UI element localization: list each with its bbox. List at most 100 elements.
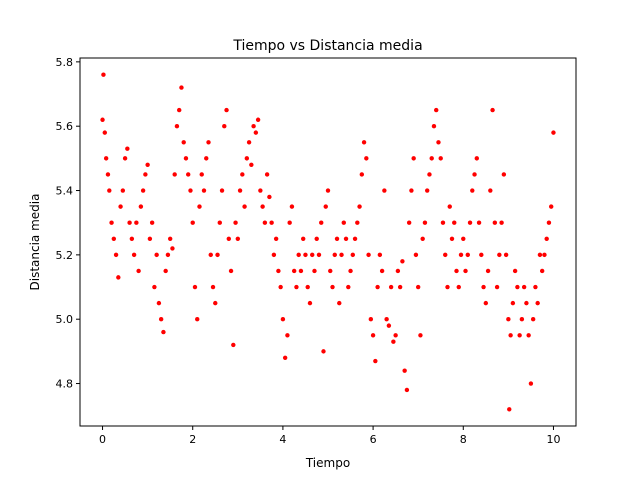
point — [388, 284, 394, 290]
point — [224, 107, 229, 113]
point — [411, 156, 416, 161]
x-tick-label: 10 — [546, 433, 560, 446]
point — [183, 156, 189, 161]
point — [379, 268, 385, 274]
point — [337, 300, 342, 306]
point — [276, 268, 281, 274]
point — [521, 284, 527, 290]
point — [429, 156, 434, 161]
point — [370, 333, 376, 338]
point — [170, 246, 175, 251]
x-axis-label: Tiempo — [305, 456, 350, 470]
point — [147, 236, 153, 241]
point — [341, 220, 346, 225]
point — [391, 339, 396, 344]
point — [222, 123, 227, 129]
point — [285, 333, 290, 338]
point — [452, 220, 457, 225]
point — [425, 188, 430, 193]
point — [445, 284, 450, 290]
y-axis-label: Distancia media — [28, 194, 42, 291]
point — [544, 236, 549, 241]
x-tick-label: 0 — [99, 433, 106, 446]
point — [330, 284, 335, 290]
point — [116, 275, 121, 280]
point — [208, 252, 213, 258]
point — [499, 220, 504, 225]
point — [264, 172, 270, 177]
point — [122, 156, 128, 161]
point — [512, 268, 518, 274]
point — [422, 220, 428, 225]
point — [237, 188, 243, 193]
point — [294, 284, 299, 290]
point — [492, 220, 498, 225]
point — [415, 284, 421, 290]
point — [418, 333, 423, 338]
point — [314, 236, 319, 241]
point — [215, 252, 220, 258]
point — [533, 284, 538, 290]
point — [332, 252, 337, 258]
point — [323, 204, 328, 209]
point — [186, 172, 191, 177]
point — [273, 236, 279, 241]
point — [140, 188, 146, 193]
point — [179, 85, 184, 90]
point — [420, 236, 425, 241]
point — [535, 300, 540, 306]
point — [100, 117, 105, 122]
point — [316, 252, 322, 258]
point — [402, 368, 407, 373]
point — [103, 156, 109, 161]
y-tick-label: 5.2 — [56, 249, 74, 262]
point — [167, 236, 173, 241]
y-tick-label: 5.8 — [56, 56, 74, 69]
point — [240, 172, 245, 177]
point — [210, 284, 216, 290]
point — [319, 220, 324, 225]
point — [197, 204, 202, 209]
point — [348, 268, 353, 274]
point — [301, 236, 306, 241]
point — [440, 220, 446, 225]
point — [312, 268, 317, 274]
point — [228, 268, 234, 274]
x-tick-label: 8 — [460, 433, 467, 446]
point — [447, 204, 452, 209]
point — [386, 323, 392, 328]
point — [291, 268, 297, 274]
point — [454, 268, 459, 274]
y-tick-label: 5.0 — [56, 313, 74, 326]
point — [483, 300, 489, 306]
point — [339, 252, 344, 258]
point — [474, 156, 479, 161]
point — [409, 188, 414, 193]
point — [111, 236, 117, 241]
point — [355, 220, 360, 225]
point — [510, 300, 516, 306]
point — [393, 333, 398, 338]
point — [334, 236, 340, 241]
point — [321, 349, 326, 354]
point — [481, 284, 486, 290]
point — [280, 317, 286, 322]
point — [427, 172, 432, 177]
point — [251, 123, 256, 129]
point — [539, 268, 545, 274]
point — [465, 252, 470, 258]
point — [328, 268, 333, 274]
point — [143, 172, 148, 177]
point — [382, 188, 387, 193]
point — [255, 117, 261, 122]
point — [524, 300, 529, 306]
point — [479, 252, 484, 258]
point — [120, 188, 126, 193]
point — [400, 259, 405, 264]
point — [528, 381, 534, 386]
point — [201, 188, 207, 193]
point — [287, 220, 292, 225]
point — [325, 188, 331, 193]
point — [242, 204, 247, 209]
point — [431, 123, 437, 129]
